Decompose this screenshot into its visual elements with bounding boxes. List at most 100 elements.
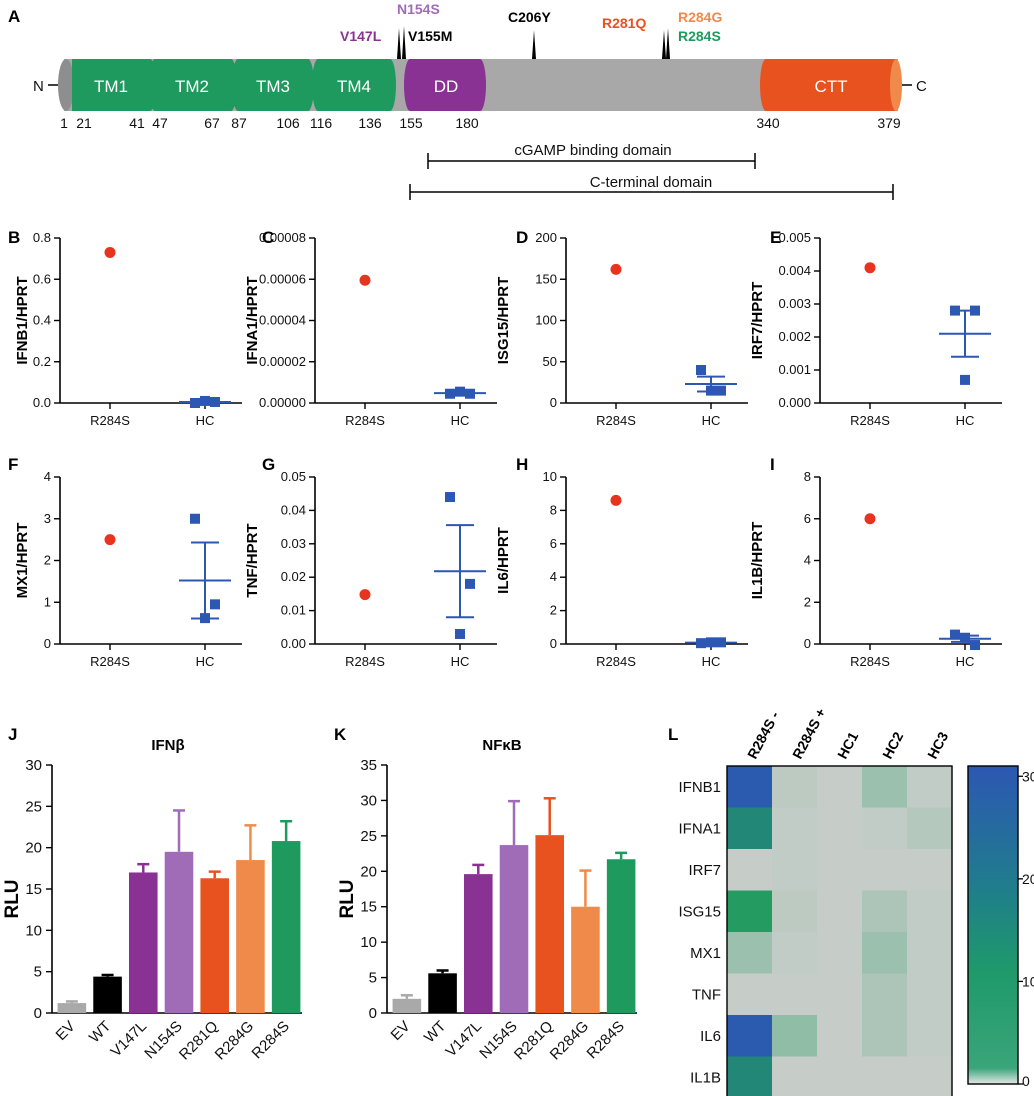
- position-label: 340: [756, 115, 780, 131]
- y-tick-label: 20: [360, 863, 377, 880]
- heatmap-cell: [862, 973, 908, 1016]
- mutation-markers: V147L N154S V155M C206Y R281Q R284G R284…: [340, 1, 722, 59]
- domain-ctt: CTT: [760, 59, 902, 111]
- y-axis-title: TNF/HPRT: [244, 523, 261, 597]
- y-axis-title: IFNB1/HPRT: [14, 276, 31, 364]
- data-point-r284s: [610, 263, 622, 275]
- domain-tm3-label: TM3: [256, 77, 290, 96]
- x-tick-label: R284S: [90, 413, 130, 428]
- x-tick-label: WT: [421, 1018, 450, 1047]
- chart-title: IFNβ: [151, 737, 184, 754]
- colorbar: [967, 765, 1019, 1085]
- domain-tm3: TM3: [232, 59, 314, 111]
- x-tick-label: HC: [451, 413, 470, 428]
- panel-label-e: E: [770, 228, 781, 247]
- mutation-c206y: C206Y: [508, 9, 551, 25]
- x-tick-label: R281Q: [176, 1018, 222, 1064]
- y-axis-title: ISG15/HPRT: [495, 277, 512, 365]
- panel-label-k: K: [334, 725, 347, 744]
- x-tick-label: WT: [86, 1018, 115, 1047]
- heatmap-cell: [862, 1015, 908, 1057]
- bar: [164, 851, 194, 1013]
- data-point-hc: [970, 305, 980, 316]
- domain-tm4: TM4: [312, 59, 396, 111]
- x-tick-label: R284S: [850, 413, 890, 428]
- y-tick-label: 0: [804, 636, 811, 651]
- panel-label-f: F: [8, 455, 18, 474]
- y-tick-label: 0: [550, 636, 557, 651]
- data-point-r284s: [359, 589, 371, 601]
- y-tick-label: 0.04: [281, 502, 306, 517]
- heatmap-cell: [817, 1056, 863, 1096]
- y-tick-label: 2: [550, 603, 557, 618]
- position-label: 67: [204, 115, 220, 131]
- y-tick-label: 0.004: [778, 263, 811, 278]
- panel-label-h: H: [516, 455, 528, 474]
- panel-label-c: C: [262, 228, 274, 247]
- panel-b-scatter: 0.0 0.2 0.4 0.6 0.8 R284S HC IFNB1/HPRT: [14, 230, 242, 428]
- x-tick-label: R284G: [212, 1018, 258, 1064]
- y-axis-title: IL1B/HPRT: [749, 522, 766, 600]
- bar: [428, 973, 457, 1013]
- heatmap-row-label: IL6: [700, 1028, 721, 1045]
- data-point-hc: [190, 513, 200, 524]
- x-tick-label: EV: [53, 1018, 79, 1044]
- cgamp-binding-domain-label: cGAMP binding domain: [514, 142, 671, 159]
- y-tick-label: 0.00004: [259, 313, 306, 328]
- x-tick-label: HC: [702, 654, 721, 669]
- mutation-r284s: R284S: [678, 28, 721, 44]
- data-point-hc: [950, 629, 960, 640]
- heatmap-column-label: HC3: [924, 729, 951, 761]
- domain-tm2-label: TM2: [175, 77, 209, 96]
- position-label: 47: [152, 115, 168, 131]
- heatmap-cell: [772, 890, 818, 933]
- y-tick-label: 0.00008: [259, 230, 306, 245]
- y-tick-label: 0.002: [778, 329, 811, 344]
- data-point-hc: [210, 599, 220, 610]
- heatmap-cell: [772, 849, 818, 891]
- y-tick-label: 0.003: [778, 296, 811, 311]
- mutation-r284g: R284G: [678, 9, 722, 25]
- y-tick-label: 0.03: [281, 536, 306, 551]
- heatmap-column-label: R284S +: [789, 705, 829, 761]
- mutation-spike-n154s: [402, 26, 406, 59]
- x-tick-label: R284S: [345, 413, 385, 428]
- y-tick-label: 0.05: [281, 469, 306, 484]
- y-tick-label: 8: [804, 469, 811, 484]
- x-tick-label: HC: [451, 654, 470, 669]
- bar: [236, 860, 265, 1013]
- data-point-hc: [200, 395, 210, 406]
- panel-h-scatter: 0 2 4 6 8 10 R284S HC IL6/HPRT: [495, 469, 748, 669]
- x-tick-label: R284S: [850, 654, 890, 669]
- y-tick-label: 0.8: [33, 230, 51, 245]
- panel-label-a: A: [8, 7, 20, 26]
- y-tick-label: 25: [360, 828, 377, 845]
- y-tick-label: 20: [25, 840, 42, 857]
- y-tick-label: 10: [543, 469, 557, 484]
- heatmap-column-label: R284S -: [744, 708, 782, 761]
- mutation-spike-v147l: [397, 28, 401, 59]
- data-point-r284s: [359, 274, 371, 286]
- chart-title: NFκB: [482, 737, 521, 754]
- y-tick-label: 30: [360, 792, 377, 809]
- x-tick-label: V147L: [442, 1018, 485, 1061]
- heatmap-cell: [862, 890, 908, 933]
- x-tick-label: HC: [956, 413, 975, 428]
- y-tick-label: 0.4: [33, 313, 51, 328]
- bar: [464, 874, 493, 1013]
- y-tick-label: 15: [25, 881, 42, 898]
- data-point-hc: [960, 632, 970, 643]
- data-point-hc: [465, 388, 475, 399]
- heatmap-column-label: HC1: [834, 729, 861, 761]
- heatmap-cell: [727, 766, 773, 808]
- panel-i-scatter: 0 2 4 6 8 R284S HC IL1B/HPRT: [749, 469, 1002, 669]
- mutation-r281q: R281Q: [602, 15, 646, 31]
- data-point-hc: [960, 374, 970, 385]
- data-point-r284s: [864, 262, 876, 274]
- x-tick-label: R284S: [596, 654, 636, 669]
- x-tick-label: HC: [702, 413, 721, 428]
- heatmap-cell: [727, 1015, 773, 1057]
- heatmap-cell: [772, 973, 818, 1016]
- data-point-hc: [696, 638, 706, 649]
